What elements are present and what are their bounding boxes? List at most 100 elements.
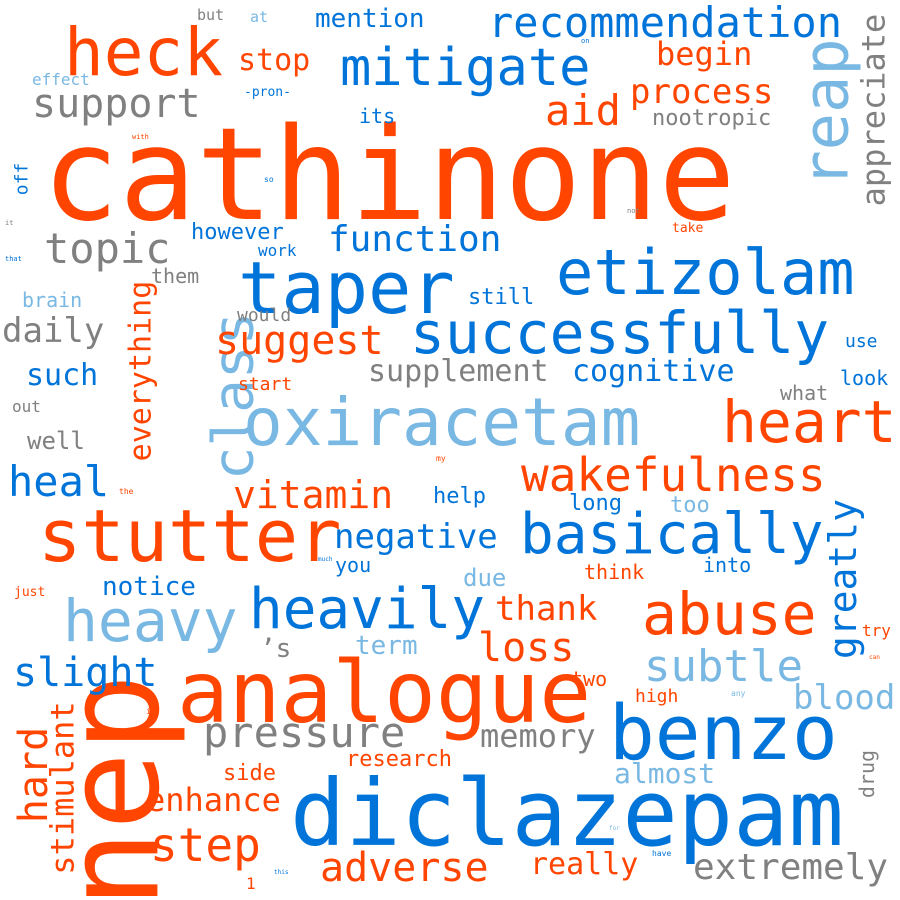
word: extremely	[693, 847, 889, 888]
word: begin	[656, 35, 753, 73]
word: blood	[793, 678, 896, 718]
word: adverse	[320, 845, 489, 891]
word: process	[630, 72, 774, 112]
word: but	[197, 6, 225, 24]
word: 1	[246, 874, 256, 893]
word: would	[237, 305, 292, 326]
word: work	[258, 241, 297, 260]
word: reap	[789, 38, 863, 188]
word: negative	[334, 517, 498, 557]
word: taper	[238, 246, 455, 330]
word: with	[132, 133, 149, 141]
word: mitigate	[340, 38, 591, 98]
word: that	[5, 255, 22, 263]
word: basically	[520, 502, 824, 567]
word: take	[672, 221, 704, 236]
word: abuse	[642, 580, 817, 648]
word: wakefulness	[521, 448, 826, 502]
word: such	[26, 358, 99, 393]
word: cathinone	[42, 101, 736, 250]
word: still	[468, 285, 535, 310]
word: drug	[855, 749, 880, 799]
word: heavily	[249, 577, 486, 642]
word: well	[27, 427, 85, 455]
word: on	[581, 37, 590, 45]
word: so	[264, 175, 274, 184]
word: brain	[22, 288, 83, 312]
word: stimulant	[43, 701, 82, 875]
word: vitamin	[233, 473, 394, 517]
word: side	[223, 761, 276, 786]
word: my	[436, 454, 446, 463]
word: into	[703, 553, 752, 577]
word: can	[869, 654, 880, 661]
word: start	[238, 374, 293, 395]
word: notice	[102, 572, 196, 602]
word: daily	[2, 311, 105, 351]
word: much	[318, 556, 333, 563]
word: recommendation	[488, 0, 843, 47]
word: thank	[495, 589, 598, 629]
word: enhance	[146, 781, 281, 819]
word: heart	[722, 388, 897, 456]
word: almost	[614, 757, 716, 790]
word: oxiracetam	[243, 384, 641, 461]
word: subtle	[644, 641, 803, 692]
word: off	[11, 162, 33, 196]
word: the	[119, 487, 134, 496]
word: use	[845, 331, 878, 352]
word: stutter	[38, 494, 342, 578]
word: really	[530, 847, 639, 882]
word: loss	[478, 625, 575, 671]
word: you	[335, 553, 372, 577]
word: try	[862, 621, 891, 640]
word: support	[32, 81, 201, 127]
word: etizolam	[556, 236, 855, 309]
word: due	[463, 564, 507, 592]
word: them	[151, 264, 200, 288]
word: diclazepam	[290, 760, 844, 867]
word: heck	[64, 14, 223, 91]
word: mention	[315, 4, 425, 34]
word: i	[146, 707, 151, 716]
word: ’s	[260, 634, 292, 664]
word: at	[250, 8, 269, 26]
word: this	[274, 869, 289, 876]
word: cognitive	[572, 354, 735, 389]
word: what	[780, 381, 829, 405]
word: step	[150, 818, 261, 872]
word: however	[191, 220, 284, 245]
word: topic	[44, 224, 171, 273]
word: suggest	[215, 318, 384, 364]
word: nootropic	[652, 106, 772, 131]
word: function	[328, 219, 502, 260]
word: successfully	[410, 299, 830, 367]
word: too	[670, 493, 710, 518]
word: look	[840, 366, 889, 390]
word: it	[5, 219, 14, 227]
word: think	[584, 560, 645, 584]
word: slight	[13, 650, 158, 696]
word: any	[731, 689, 746, 698]
word: term	[355, 631, 418, 661]
word: effect	[32, 70, 90, 89]
word: for	[609, 825, 620, 832]
word: supplement	[368, 354, 549, 389]
word: help	[433, 484, 486, 509]
word: high	[635, 686, 679, 707]
word: everything	[123, 280, 159, 462]
word: long	[569, 491, 622, 516]
word: aid	[545, 86, 621, 135]
word: appreciate	[854, 13, 893, 207]
word: heal	[8, 457, 110, 506]
word: analogue	[177, 643, 592, 743]
word: heavy	[63, 587, 238, 655]
word: not	[627, 207, 640, 215]
word: stop	[238, 43, 311, 78]
word: research	[346, 747, 452, 772]
word: -pron-	[244, 85, 291, 100]
word: just	[14, 585, 46, 600]
word: its	[359, 104, 396, 128]
word: two	[571, 667, 608, 691]
word: pressure	[203, 708, 406, 757]
